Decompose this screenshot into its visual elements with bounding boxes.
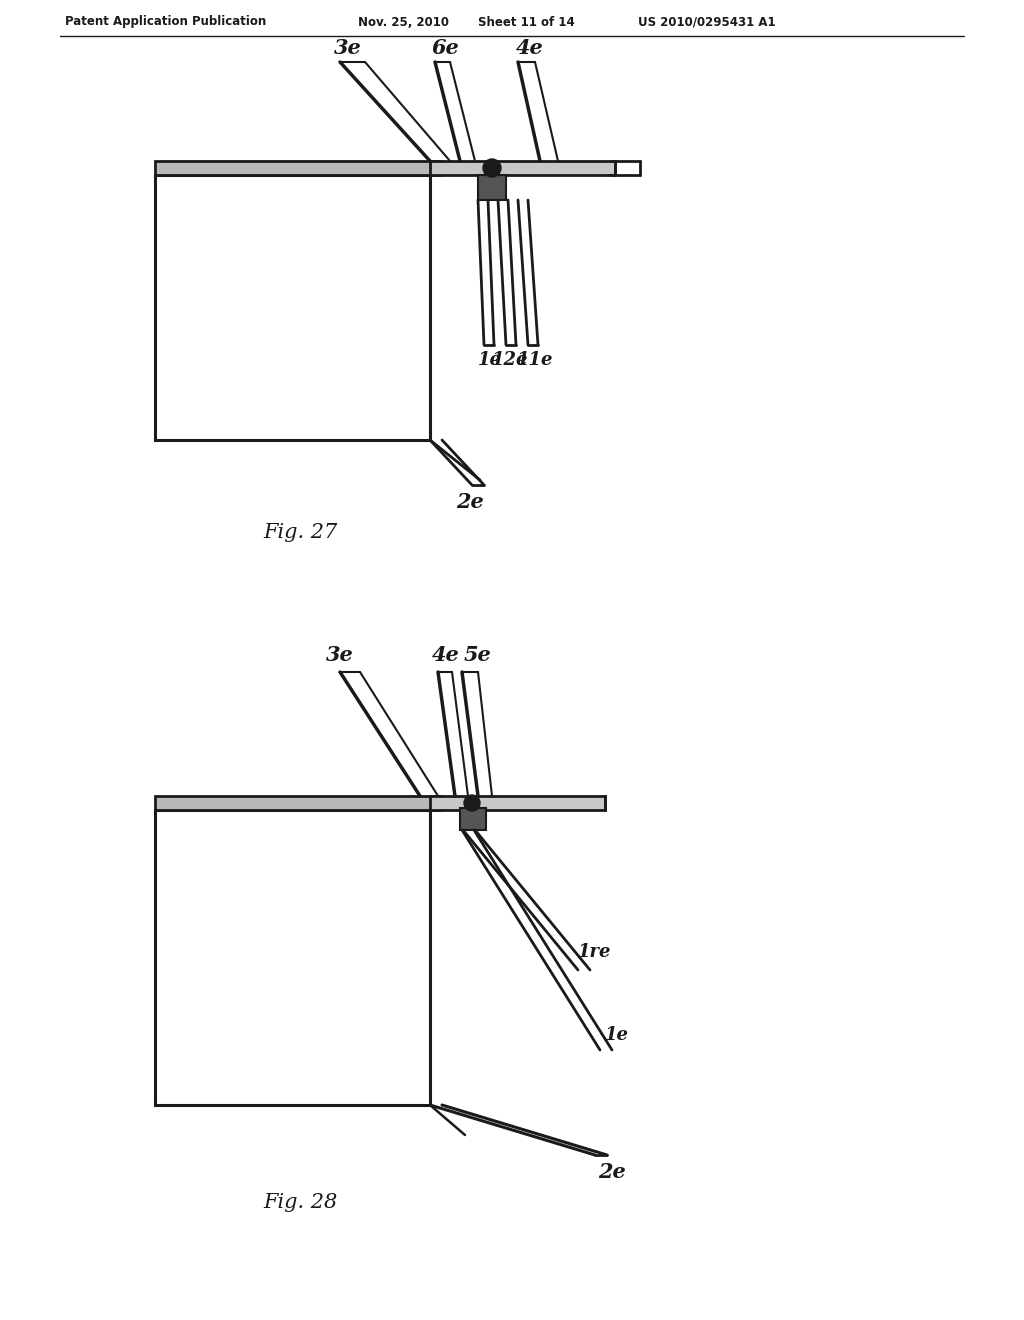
Text: 3e: 3e	[326, 645, 354, 665]
Text: 12e: 12e	[492, 351, 528, 370]
Bar	[430, 796, 605, 810]
Text: 4e: 4e	[432, 645, 460, 665]
Bar	[478, 176, 506, 201]
Text: 3e: 3e	[334, 38, 361, 58]
Text: 11e: 11e	[517, 351, 553, 370]
Circle shape	[464, 795, 480, 810]
Text: Fig. 27: Fig. 27	[263, 523, 337, 541]
Text: 6e: 6e	[431, 38, 459, 58]
Text: 4e: 4e	[516, 38, 544, 58]
Text: 2e: 2e	[598, 1162, 626, 1181]
Text: Nov. 25, 2010: Nov. 25, 2010	[358, 16, 449, 29]
Text: Fig. 28: Fig. 28	[263, 1192, 337, 1212]
Text: Sheet 11 of 14: Sheet 11 of 14	[478, 16, 574, 29]
Text: 5e: 5e	[464, 645, 492, 665]
Bar	[155, 796, 440, 810]
Text: 1re: 1re	[579, 942, 611, 961]
Bar	[430, 161, 615, 176]
Bar	[155, 176, 430, 440]
Text: 2e: 2e	[456, 492, 484, 512]
Circle shape	[483, 158, 501, 177]
Bar	[460, 808, 486, 830]
Text: 1e: 1e	[478, 351, 502, 370]
Bar	[155, 161, 440, 176]
Text: US 2010/0295431 A1: US 2010/0295431 A1	[638, 16, 775, 29]
Text: 1e: 1e	[605, 1026, 629, 1044]
Bar	[155, 810, 430, 1105]
Text: Patent Application Publication: Patent Application Publication	[65, 16, 266, 29]
